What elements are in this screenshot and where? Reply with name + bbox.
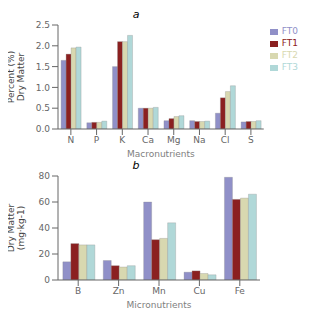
svg-text:80: 80 <box>39 172 51 181</box>
svg-text:20: 20 <box>39 249 51 259</box>
svg-text:P: P <box>94 135 100 145</box>
svg-text:2.0: 2.0 <box>36 41 51 51</box>
svg-text:Fe: Fe <box>235 286 246 296</box>
svg-text:0: 0 <box>44 275 50 285</box>
svg-text:N: N <box>67 135 74 145</box>
svg-text:0.5: 0.5 <box>36 103 50 113</box>
svg-text:2.5: 2.5 <box>36 21 50 30</box>
svg-text:Macronutrients: Macronutrients <box>127 149 195 159</box>
html-text:FT1: FT1 <box>281 38 298 48</box>
svg-text:40: 40 <box>39 223 51 233</box>
svg-text:B: B <box>75 286 81 296</box>
svg-text:Micronutrients: Micronutrients <box>127 300 192 310</box>
svg-text:Mg: Mg <box>167 135 180 145</box>
svg-text:1.5: 1.5 <box>36 62 50 72</box>
svg-text:Cu: Cu <box>193 286 205 296</box>
html-text:b: b <box>132 159 140 172</box>
svg-text:Na: Na <box>193 135 205 145</box>
svg-text:Mn: Mn <box>152 286 165 296</box>
svg-text:1.0: 1.0 <box>36 83 51 93</box>
svg-text:Zn: Zn <box>113 286 125 296</box>
svg-text:Cl: Cl <box>221 135 230 145</box>
svg-text:S: S <box>248 135 254 145</box>
svg-text:Percent (%)Dry Matter: Percent (%)Dry Matter <box>8 51 26 103</box>
svg-text:0.0: 0.0 <box>36 124 51 134</box>
svg-text:Dry Matter(mg·kg-1): Dry Matter(mg·kg-1) <box>8 204 26 253</box>
html-text:FT2: FT2 <box>281 50 298 60</box>
svg-text:60: 60 <box>39 197 51 207</box>
svg-text:Ca: Ca <box>142 135 154 145</box>
html-text:FT0: FT0 <box>281 26 298 36</box>
html-text:a: a <box>132 8 140 21</box>
html-text:FT3: FT3 <box>281 62 298 72</box>
svg-text:K: K <box>119 135 126 145</box>
